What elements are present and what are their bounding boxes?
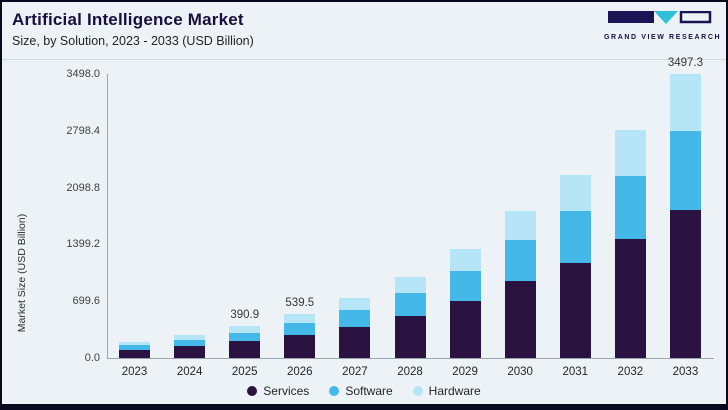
bar-segment-hardware	[119, 342, 151, 346]
bar-segment-services	[449, 301, 481, 358]
legend-label: Software	[345, 384, 393, 398]
brand-logo: GRAND VIEW RESEARCH	[604, 10, 722, 41]
bar-segment-software	[669, 130, 701, 211]
bar-segment-software	[174, 339, 206, 347]
legend-swatch	[412, 386, 423, 396]
legend-swatch	[247, 386, 258, 396]
header: Artificial Intelligence Market Size, by …	[2, 2, 726, 60]
stacked-bar-2032	[614, 130, 646, 358]
y-tick-label: 3498.0	[66, 68, 100, 80]
y-tick-label: 1399.2	[66, 238, 100, 251]
x-tick-label: 2028	[397, 366, 423, 378]
stacked-bar-2027	[339, 298, 371, 358]
bar-segment-hardware	[284, 314, 316, 323]
bar-segment-hardware	[504, 210, 536, 241]
bar-segment-services	[339, 326, 371, 358]
bar-segment-software	[614, 175, 646, 240]
stacked-bar-2030	[504, 210, 536, 358]
legend-item-services: Services	[247, 384, 309, 398]
stacked-bar-2026	[284, 314, 316, 358]
stacked-bar-2029	[449, 248, 481, 358]
x-tick-label: 2030	[507, 366, 533, 378]
bar-segment-services	[284, 335, 316, 358]
bar-segment-software	[449, 270, 481, 302]
stacked-bar-2023	[119, 342, 151, 358]
bar-segment-software	[284, 322, 316, 336]
y-axis-title: Market Size (USD Billion)	[16, 213, 28, 333]
y-tick-label: 2798.4	[66, 124, 100, 137]
x-tick-label: 2033	[672, 366, 699, 378]
bar-segment-hardware	[229, 326, 261, 333]
bar-segment-software	[119, 345, 151, 350]
bar-segment-hardware	[614, 130, 646, 176]
bar-segment-services	[669, 210, 701, 358]
x-tick-label: 2026	[287, 366, 313, 378]
stacked-bar-2031	[559, 174, 591, 358]
x-tick-label: 2025	[231, 366, 258, 378]
bar-segment-services	[174, 346, 206, 358]
bar-segment-hardware	[669, 74, 701, 131]
legend-label: Services	[263, 384, 310, 398]
x-tick-label: 2032	[617, 366, 644, 378]
legend-item-software: Software	[329, 384, 393, 398]
legend-swatch	[329, 386, 340, 396]
chart-area: Market Size (USD Billion) Services Softwa…	[2, 57, 726, 404]
stacked-bar-2025	[229, 326, 261, 358]
bar-segment-hardware	[174, 335, 206, 340]
x-tick-label: 2024	[176, 366, 203, 378]
y-tick-label: 0.0	[84, 352, 100, 364]
chart-title: Artificial Intelligence Market	[12, 10, 244, 29]
bar-segment-hardware	[559, 174, 591, 212]
x-tick-label: 2027	[342, 366, 368, 378]
bar-value-label: 390.9	[230, 309, 260, 322]
bar-segment-software	[559, 211, 591, 263]
stacked-bar-2033	[669, 74, 701, 358]
legend-item-hardware: Hardware	[412, 384, 481, 398]
bar-segment-services	[614, 239, 646, 358]
x-tick-label: 2029	[452, 366, 478, 378]
x-tick-label: 2031	[562, 366, 589, 378]
bar-segment-hardware	[339, 298, 371, 311]
x-tick-label: 2023	[121, 366, 148, 378]
bar-segment-services	[119, 349, 151, 358]
chart-subtitle: Size, by Solution, 2023 - 2033 (USD Bill…	[12, 34, 254, 48]
bar-segment-software	[229, 332, 261, 342]
y-tick-label: 699.6	[72, 295, 100, 308]
bar-segment-services	[229, 341, 261, 358]
bar-segment-hardware	[449, 248, 481, 271]
legend-label: Hardware	[428, 384, 481, 398]
stacked-bar-2028	[394, 277, 426, 358]
y-tick-label: 2098.8	[66, 181, 100, 194]
plot-axes	[107, 74, 714, 359]
legend: Services Software Hardware	[2, 384, 726, 398]
brand-logo-icon	[608, 10, 712, 24]
bar-value-label: 3497.3	[667, 57, 704, 70]
bar-segment-services	[504, 281, 536, 358]
bar-segment-hardware	[394, 277, 426, 294]
bar-segment-services	[394, 315, 426, 358]
bar-value-label: 539.5	[285, 297, 315, 310]
bar-segment-software	[339, 310, 371, 327]
bar-segment-software	[394, 293, 426, 316]
bar-segment-services	[559, 262, 591, 358]
brand-logo-text: GRAND VIEW RESEARCH	[604, 34, 722, 41]
bar-segment-software	[504, 240, 536, 282]
stacked-bar-2024	[174, 335, 206, 358]
